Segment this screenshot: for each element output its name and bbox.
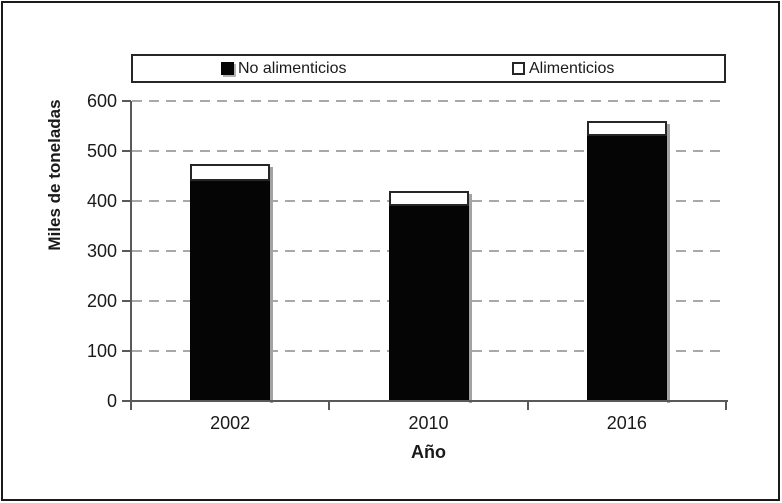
legend-swatch-black-square-icon <box>221 62 234 75</box>
y-axis-tick-200 <box>122 300 131 302</box>
x-axis-line <box>130 400 728 402</box>
x-axis-title: Año <box>411 442 446 462</box>
y-axis-tick-100 <box>122 350 131 352</box>
y-axis-title: Miles de toneladas <box>45 99 64 251</box>
y-tick-label-200: 200 <box>86 291 117 311</box>
x-axis-tick-2 <box>526 402 529 410</box>
y-tick-label-0: 0 <box>106 391 117 411</box>
y-axis-tick-300 <box>122 250 131 252</box>
legend-label: No alimenticios <box>238 59 347 77</box>
legend: No alimenticios Alimenticios <box>131 54 726 83</box>
y-tick-label-400: 400 <box>86 191 117 211</box>
bar-stack-2016 <box>586 121 670 403</box>
bar-stack-2010 <box>388 191 472 403</box>
x-axis-tick-0 <box>130 402 132 410</box>
legend-swatch-white-square-icon <box>512 62 525 75</box>
x-category-label-2002: 2002 <box>210 413 251 433</box>
y-axis-tick-600 <box>122 100 131 102</box>
legend-entry-no-alimenticios: No alimenticios <box>221 56 346 81</box>
gridline-600 <box>132 100 726 102</box>
x-axis-tick-3 <box>725 402 727 410</box>
legend-entry-alimenticios: Alimenticios <box>512 56 614 81</box>
bar-shadow <box>270 166 274 403</box>
bar-segment-no-alimenticios-2002 <box>190 181 271 401</box>
y-axis-tick-400 <box>122 200 131 202</box>
y-tick-label-300: 300 <box>86 241 117 261</box>
bar-segment-no-alimenticios-2016 <box>586 136 667 401</box>
y-tick-label-500: 500 <box>86 141 117 161</box>
bar-segment-no-alimenticios-2010 <box>388 206 469 401</box>
bar-segment-alimenticios-2016 <box>586 121 667 136</box>
bar-shadow <box>468 194 472 403</box>
x-category-label-2010: 2010 <box>408 413 449 433</box>
x-axis-tick-1 <box>328 402 331 410</box>
bar-stack-2002 <box>190 163 274 403</box>
bar-segment-alimenticios-2010 <box>388 191 469 206</box>
y-axis-line <box>130 101 132 402</box>
y-axis-tick-0 <box>122 400 131 402</box>
bar-shadow <box>666 124 670 403</box>
y-tick-label-100: 100 <box>86 341 117 361</box>
legend-label: Alimenticios <box>529 59 615 77</box>
gridline-500 <box>132 150 726 152</box>
y-tick-label-600: 600 <box>86 91 117 111</box>
bar-segment-alimenticios-2002 <box>190 163 271 181</box>
x-category-label-2016: 2016 <box>606 413 647 433</box>
y-axis-tick-500 <box>122 150 131 152</box>
